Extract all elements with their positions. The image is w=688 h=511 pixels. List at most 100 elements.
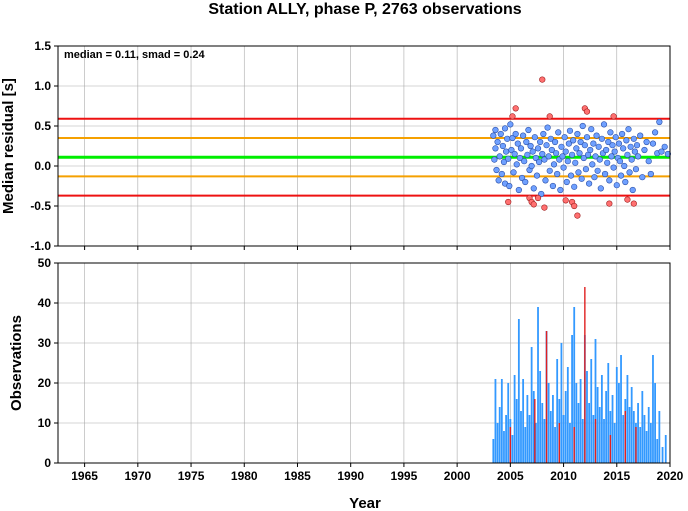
residual-point bbox=[586, 180, 593, 187]
observations-bar bbox=[643, 415, 646, 463]
year-x-ticks: 1965 1970 1975 1980 1985 1990 1995 2000 2005 2010… bbox=[71, 463, 684, 483]
residual-point bbox=[647, 170, 654, 178]
residual-point bbox=[546, 167, 553, 174]
observations-bar bbox=[579, 379, 582, 463]
residual-point bbox=[611, 148, 618, 155]
residual-point bbox=[527, 142, 534, 150]
residual-point bbox=[590, 140, 597, 147]
observations-bar bbox=[598, 407, 601, 463]
residual-point bbox=[565, 140, 572, 147]
residual-y-ticks: -1.0 -0.5 0.0 0.5 1.0 1.5 bbox=[30, 39, 58, 253]
residual-point bbox=[598, 135, 605, 142]
observations-bar bbox=[586, 371, 588, 463]
observations-plot-frame bbox=[57, 262, 671, 464]
residual-point bbox=[520, 132, 527, 139]
residual-grid bbox=[58, 45, 671, 250]
residual-point bbox=[537, 138, 544, 146]
observations-bar bbox=[600, 375, 603, 463]
observations-bar bbox=[645, 431, 648, 463]
residual-point bbox=[523, 138, 530, 146]
residual-outlier-point bbox=[541, 204, 548, 211]
residual-point bbox=[563, 178, 570, 186]
residual-point bbox=[608, 153, 615, 160]
residual-point bbox=[643, 138, 650, 146]
residual-point bbox=[534, 145, 542, 152]
observations-bar bbox=[513, 375, 516, 463]
residual-point bbox=[512, 130, 519, 138]
observations-bar bbox=[647, 407, 650, 463]
residual-point bbox=[593, 132, 600, 139]
residual-point bbox=[542, 177, 549, 184]
residual-point bbox=[626, 169, 633, 176]
observations-bar bbox=[590, 359, 593, 463]
year-tick-label: 2010 bbox=[550, 469, 577, 483]
observations-bar bbox=[571, 335, 573, 463]
year-tick-label: 2020 bbox=[657, 469, 684, 483]
residual-point bbox=[535, 158, 543, 166]
residual-point bbox=[551, 138, 559, 146]
residual-point bbox=[492, 145, 499, 152]
observations-panel: 0 10 20 30 40 50 1965 1970 1975 1980 1985 1990 1995… bbox=[8, 256, 684, 511]
observations-bar bbox=[661, 447, 664, 463]
residual-point bbox=[625, 126, 632, 133]
residual-point bbox=[604, 159, 611, 166]
residual-point bbox=[601, 170, 609, 178]
observations-bar bbox=[618, 383, 620, 463]
residual-point bbox=[574, 130, 581, 138]
observations-bar bbox=[664, 435, 667, 463]
year-tick-label: 1970 bbox=[124, 469, 151, 483]
observations-bar bbox=[496, 423, 499, 463]
residual-point bbox=[571, 183, 578, 190]
residual-point bbox=[533, 172, 541, 179]
residual-point bbox=[498, 170, 505, 178]
observations-bar bbox=[547, 383, 550, 463]
observations-bar bbox=[630, 387, 633, 463]
observations-bar bbox=[654, 383, 656, 463]
residual-point bbox=[632, 166, 640, 173]
observations-bar bbox=[577, 403, 580, 463]
residual-point bbox=[624, 151, 631, 158]
observations-bar-highlight bbox=[609, 435, 612, 463]
residual-point bbox=[495, 177, 502, 184]
year-tick-label: 1975 bbox=[178, 469, 205, 483]
residual-tick-label: 1.0 bbox=[34, 79, 51, 93]
residual-point bbox=[500, 158, 508, 166]
residual-outlier-point bbox=[562, 197, 569, 204]
observations-bar bbox=[628, 407, 631, 463]
residual-panel: -1.0 -0.5 0.0 0.5 1.0 1.5 median = 0.11, smad… bbox=[0, 39, 671, 253]
residual-outlier-point bbox=[534, 194, 542, 202]
residual-point bbox=[510, 169, 517, 176]
residual-point bbox=[592, 153, 599, 160]
residual-point bbox=[550, 161, 558, 168]
observations-bar bbox=[622, 415, 625, 463]
residual-reference-lines bbox=[58, 117, 670, 197]
observations-bar bbox=[522, 379, 525, 463]
residual-point bbox=[597, 185, 604, 192]
observations-tick-label: 30 bbox=[38, 336, 52, 350]
residual-point bbox=[591, 174, 598, 181]
observations-bar bbox=[649, 423, 652, 463]
residual-outlier-point bbox=[546, 113, 553, 120]
residual-point bbox=[540, 130, 547, 138]
observations-bar bbox=[564, 391, 567, 463]
residual-point bbox=[532, 154, 539, 162]
year-tick-label: 2000 bbox=[444, 469, 471, 483]
observations-bar bbox=[626, 375, 629, 463]
residual-point bbox=[497, 130, 504, 138]
observations-bar bbox=[528, 415, 531, 463]
residual-point bbox=[504, 135, 511, 142]
residual-point bbox=[541, 156, 548, 163]
residual-point bbox=[658, 148, 665, 155]
observations-bar-highlight bbox=[594, 419, 597, 463]
residual-point bbox=[578, 175, 585, 182]
observations-bar bbox=[637, 403, 639, 463]
observations-bar bbox=[498, 407, 501, 463]
observations-bar-highlight bbox=[624, 411, 626, 463]
residual-point bbox=[621, 162, 628, 170]
residual-point bbox=[594, 167, 601, 174]
residual-point bbox=[656, 118, 663, 126]
observations-bar-highlight bbox=[558, 423, 561, 463]
observations-bar bbox=[556, 359, 559, 463]
residual-y-axis-label: Median residual [s] bbox=[0, 78, 17, 214]
observations-bar bbox=[492, 439, 495, 463]
